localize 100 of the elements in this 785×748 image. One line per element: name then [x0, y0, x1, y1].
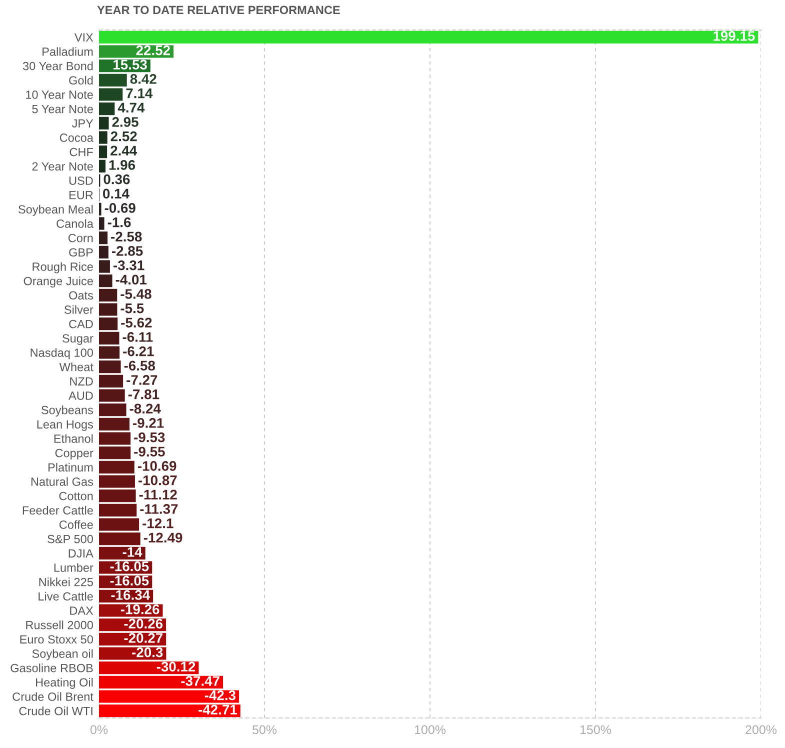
y-tick-label: VIX — [74, 33, 94, 42]
y-tick-label: Russell 2000 — [26, 620, 93, 630]
y-tick-label: Heating Oil — [36, 678, 93, 689]
y-tick-label: Oats — [69, 291, 94, 300]
data-label: 2.44 — [110, 146, 138, 156]
data-label: -9.55 — [134, 446, 165, 457]
data-label: -11.12 — [139, 490, 177, 500]
data-label: -20.3 — [132, 647, 163, 658]
data-label: -7.27 — [126, 375, 158, 385]
y-tick-label: NZD — [70, 377, 93, 386]
data-label: 7.14 — [126, 88, 153, 98]
y-tick-label: Platinum — [48, 462, 93, 472]
data-label: -20.26 — [124, 618, 163, 629]
y-tick-label: Lumber — [54, 563, 94, 572]
data-label: 2.95 — [112, 117, 138, 127]
data-label: -12.49 — [144, 532, 182, 543]
y-tick-label: DAX — [70, 606, 94, 615]
data-label: 4.74 — [118, 102, 145, 112]
data-label: -9.53 — [134, 432, 165, 442]
x-tick-label: 200% — [746, 725, 777, 734]
y-tick-label: Cocoa — [60, 134, 94, 142]
y-tick-label: DJIA — [68, 549, 94, 558]
y-tick-label: Soybean oil — [32, 649, 93, 660]
data-label: -16.34 — [111, 590, 150, 600]
y-tick-label: 30 Year Bond — [22, 62, 93, 70]
data-label: -19.26 — [120, 604, 160, 614]
data-label: -20.27 — [124, 633, 162, 643]
data-label: -10.87 — [138, 475, 177, 486]
data-label: -1.6 — [108, 217, 131, 228]
y-tick-label: Canola — [56, 219, 94, 228]
y-tick-label: Lean Hogs — [37, 420, 94, 431]
y-tick-label: USD — [69, 176, 93, 185]
y-tick-label: Gold — [69, 76, 93, 85]
y-tick-label: Live Cattle — [38, 592, 93, 601]
y-tick-label: Sugar — [62, 334, 94, 345]
y-tick-label: Copper — [55, 448, 94, 460]
data-label: -3.31 — [114, 260, 144, 270]
y-tick-label: Crude Oil WTI — [19, 706, 92, 716]
y-tick-label: Natural Gas — [31, 477, 94, 486]
data-label: -42.71 — [198, 704, 237, 714]
data-label: -6.58 — [124, 360, 156, 371]
data-label: -10.69 — [138, 461, 176, 471]
y-tick-label: Euro Stoxx 50 — [20, 635, 93, 644]
x-tick-label: 50% — [252, 725, 277, 734]
y-tick-label: Coffee — [59, 520, 93, 529]
data-label: -30.12 — [156, 662, 196, 672]
data-label: -42.3 — [204, 690, 236, 700]
y-tick-label: 2 Year Note — [32, 162, 93, 171]
y-tick-label: S&P 500 — [48, 534, 93, 544]
y-tick-label: Ethanol — [54, 434, 93, 443]
data-label: -5.48 — [120, 289, 152, 299]
x-tick-label: 0% — [90, 725, 108, 734]
y-tick-label: Nikkei 225 — [39, 578, 93, 586]
bar — [99, 30, 758, 44]
data-label: 0.14 — [103, 188, 130, 199]
data-label: 199.15 — [714, 31, 755, 41]
data-label: -8.24 — [130, 404, 161, 414]
y-tick-label: CHF — [70, 148, 93, 156]
data-label: -7.81 — [128, 389, 160, 400]
x-tick-label: 150% — [580, 725, 612, 734]
data-label: -9.21 — [133, 418, 164, 428]
y-tick-label: Crude Oil Brent — [12, 692, 94, 701]
data-label: -11.37 — [140, 504, 178, 514]
data-label: 1.96 — [109, 160, 136, 170]
data-label: -12.1 — [142, 518, 174, 528]
data-label: 0.36 — [104, 174, 130, 184]
data-label: -16.05 — [110, 561, 149, 572]
data-label: 2.52 — [110, 131, 137, 142]
data-label: -37.47 — [181, 676, 220, 686]
y-tick-label: EUR — [69, 190, 93, 200]
y-tick-label: Feeder Cattle — [22, 506, 93, 515]
y-tick-label: Soybeans — [41, 406, 94, 417]
y-tick-label: GBP — [69, 248, 93, 257]
y-tick-label: CAD — [69, 320, 93, 328]
chart-title: YEAR TO DATE RELATIVE PERFORMANCE — [97, 6, 340, 14]
data-label: 15.53 — [114, 60, 147, 70]
y-tick-label: 5 Year Note — [32, 104, 93, 114]
y-tick-label: Orange Juice — [24, 276, 93, 288]
data-label: -5.62 — [121, 318, 152, 328]
data-label: 22.52 — [136, 45, 170, 56]
y-tick-label: Palladium — [42, 47, 93, 56]
y-tick-label: Silver — [64, 305, 94, 314]
data-label: 8.42 — [130, 74, 156, 84]
y-tick-label: Wheat — [59, 362, 94, 372]
data-label: -4.01 — [116, 274, 147, 285]
x-tick-label: 100% — [414, 725, 446, 734]
y-tick-label: Nasdaq 100 — [30, 348, 93, 360]
y-tick-label: 10 Year Note — [26, 90, 93, 99]
y-tick-label: Rough Rice — [32, 262, 93, 274]
data-label: -16.05 — [110, 576, 149, 586]
data-label: -2.85 — [112, 246, 143, 256]
data-label: -5.5 — [120, 304, 144, 314]
y-tick-label: AUD — [68, 392, 93, 400]
y-tick-label: Corn — [68, 234, 93, 242]
y-tick-label: Cotton — [59, 492, 93, 500]
data-label: -0.69 — [104, 203, 136, 213]
data-label: -6.11 — [122, 332, 153, 342]
data-label: -2.58 — [111, 232, 142, 242]
y-tick-label: JPY — [72, 119, 94, 128]
data-label: -14 — [122, 547, 142, 557]
